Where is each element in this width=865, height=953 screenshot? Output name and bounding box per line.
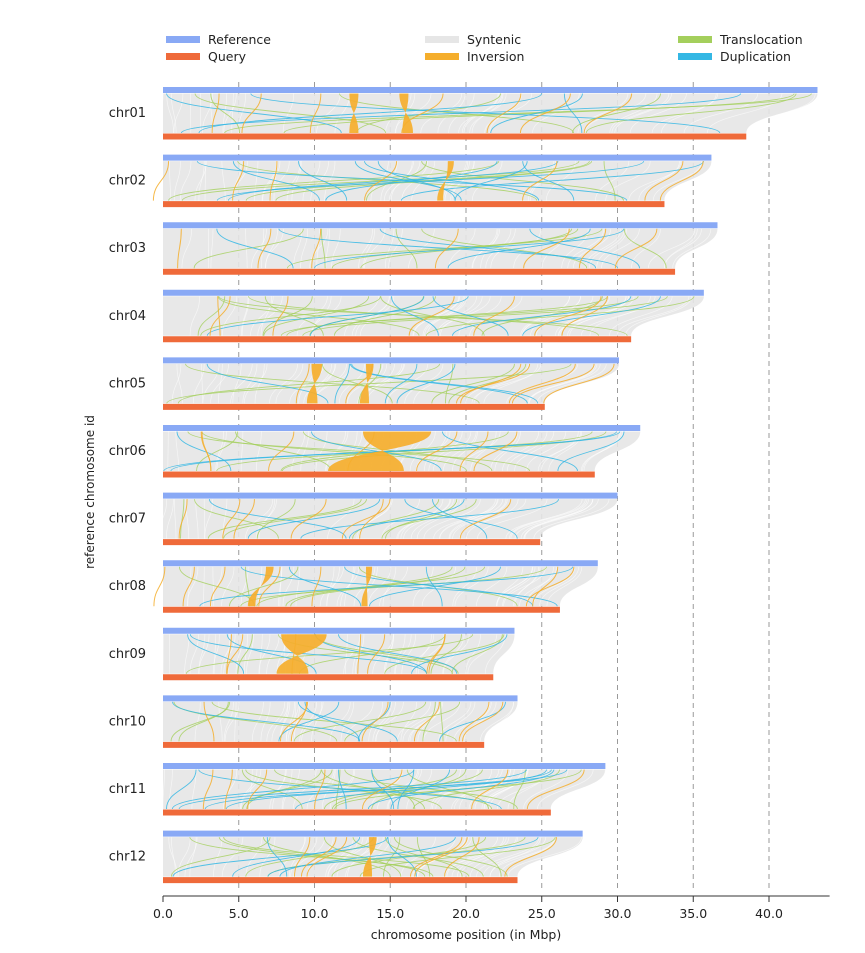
synteny-block-chr11 <box>163 770 606 810</box>
x-tick-label: 20.0 <box>452 906 480 921</box>
synteny-block-chr03 <box>163 229 717 269</box>
synteny-block-chr02 <box>153 161 711 201</box>
syntenic-link <box>158 94 163 134</box>
chromosome-bars <box>163 90 817 880</box>
synteny-block-chr07 <box>158 499 617 538</box>
legend-label: Syntenic <box>467 32 521 47</box>
legend-item: Translocation <box>678 32 803 47</box>
synteny-block-chr05 <box>163 364 619 404</box>
chromosome-label-chr12: chr12 <box>109 850 146 865</box>
legend-swatch <box>425 36 459 43</box>
legend-label: Inversion <box>467 49 524 64</box>
chromosome-label-chr06: chr06 <box>109 444 146 459</box>
x-tick-label: 0.0 <box>153 906 173 921</box>
synteny-block-chr01 <box>158 94 817 134</box>
chromosome-label-chr02: chr02 <box>109 174 146 189</box>
legend-swatch <box>678 53 712 60</box>
legend-item: Inversion <box>425 49 524 64</box>
legend-label: Query <box>208 49 247 64</box>
chromosome-label-chr09: chr09 <box>109 647 146 662</box>
legend-item: Syntenic <box>425 32 521 47</box>
x-tick-label: 30.0 <box>604 906 632 921</box>
synteny-block-chr04 <box>163 296 704 336</box>
chromosome-label-chr08: chr08 <box>109 579 146 594</box>
legend-label: Reference <box>208 32 271 47</box>
legend: Reference Syntenic Translocation Query Inver… <box>166 32 803 64</box>
x-axis: 0.0 5.0 10.0 15.0 20.0 25.0 30.0 35.0 40.0 <box>153 896 830 921</box>
legend-item: Duplication <box>678 49 791 64</box>
legend-swatch <box>166 36 200 43</box>
legend-swatch <box>678 36 712 43</box>
x-tick-label: 15.0 <box>376 906 404 921</box>
chromosome-label-chr07: chr07 <box>109 512 146 527</box>
x-tick-label: 25.0 <box>528 906 556 921</box>
chromosome-label-chr11: chr11 <box>109 782 146 797</box>
x-tick-label: 40.0 <box>755 906 783 921</box>
chromosome-label-chr04: chr04 <box>109 309 146 324</box>
legend-swatch <box>425 53 459 60</box>
x-tick-label: 10.0 <box>301 906 329 921</box>
y-axis-title: reference chromosome id <box>83 415 97 569</box>
legend-label: Duplication <box>720 49 791 64</box>
chromosome-labels: chr01 chr02 chr03 chr04 chr05 chr06 chr07 chr08… <box>109 106 146 865</box>
legend-item: Reference <box>166 32 271 47</box>
x-tick-label: 5.0 <box>229 906 249 921</box>
legend-item: Query <box>166 49 247 64</box>
synteny-block-chr09 <box>163 634 514 674</box>
x-tick-label: 35.0 <box>679 906 707 921</box>
chromosome-label-chr03: chr03 <box>109 241 146 256</box>
chromosome-label-chr01: chr01 <box>109 106 146 121</box>
legend-swatch <box>166 53 200 60</box>
synteny-block-chr08 <box>154 567 598 607</box>
chromosome-label-chr05: chr05 <box>109 376 146 391</box>
synteny-block-chr10 <box>163 702 518 742</box>
x-axis-title: chromosome position (in Mbp) <box>371 927 561 942</box>
chromosome-label-chr10: chr10 <box>109 714 146 729</box>
synteny-block-chr12 <box>163 837 583 877</box>
synteny-block-chr06 <box>163 432 640 472</box>
ribbons <box>153 94 817 877</box>
legend-label: Translocation <box>719 32 803 47</box>
